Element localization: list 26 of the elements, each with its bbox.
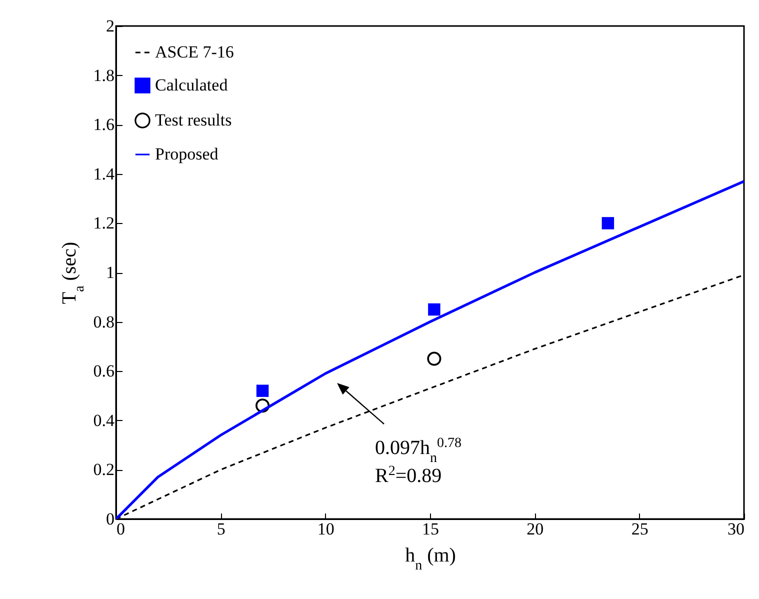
point (602, 217, 614, 230)
y-tick-label: 1.4 (93, 164, 115, 184)
point (428, 303, 440, 316)
x-tick-label: 5 (216, 520, 226, 538)
y-tick-label: 0.8 (93, 312, 114, 332)
y-tick-label: 0.2 (93, 460, 114, 480)
y-tick-label: 0.6 (93, 362, 114, 381)
y-tick-label: 1.2 (93, 214, 114, 233)
x-tick-label: 10 (317, 520, 334, 538)
annotation: R$^{2}$=0.89 (375, 464, 442, 487)
y-tick-label: 1 (106, 263, 114, 282)
x-axis-title: h$_{n}$ (m) (405, 544, 456, 573)
legend-label: Calculated (155, 76, 228, 94)
point (256, 384, 269, 397)
y-tick-label: 2 (106, 16, 114, 36)
legend-label: Test results (155, 110, 232, 130)
x-tick-label: 15 (422, 520, 439, 538)
x-tick-label: 25 (631, 520, 648, 538)
y-tick-label: 1.8 (93, 66, 114, 85)
legend-label: Proposed (155, 144, 219, 164)
x-tick-label: 30 (728, 520, 744, 538)
y-tick-label: 0.4 (93, 410, 115, 430)
y-tick-label: 1.6 (93, 115, 114, 134)
legend-label: ASCE 7-16 (155, 42, 234, 62)
x-tick-label: 20 (526, 520, 544, 538)
point (427, 352, 442, 366)
